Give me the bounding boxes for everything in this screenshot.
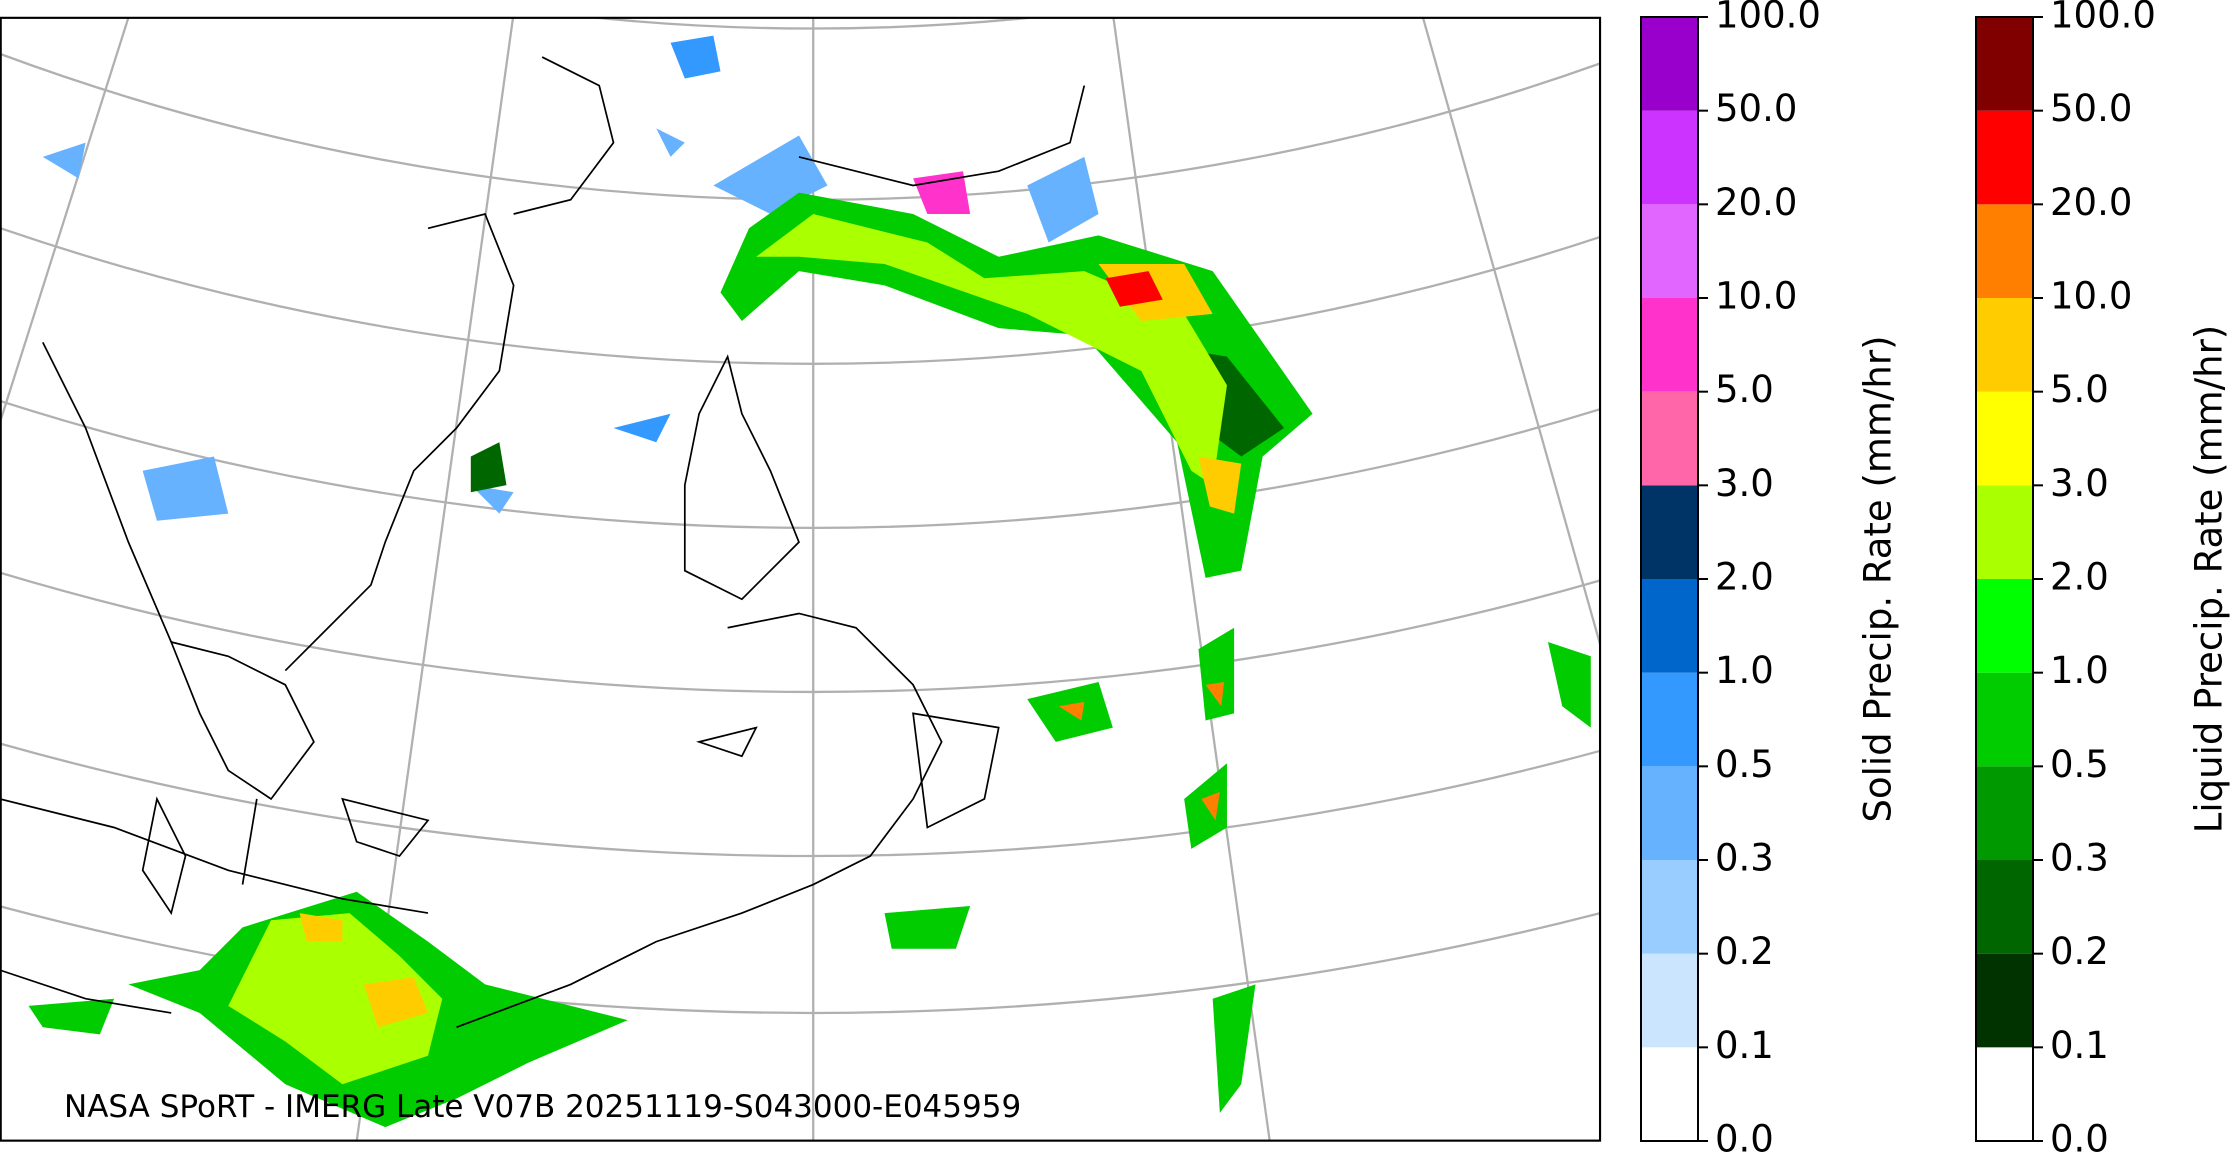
- colorbars: 0.0 0.1 0.2 0.3 0.5 1.0 2.0 3.0 5.0 10.0 20.0 50.0 1…: [1640, 0, 2231, 1161]
- colorbar-segment: [1976, 204, 2033, 298]
- tick-label: 2.0: [2050, 556, 2109, 599]
- colorbar-segment: [1641, 485, 1698, 579]
- colorbar-segment: [1641, 17, 1698, 111]
- tick-label: 0.3: [1715, 837, 1774, 880]
- tick-label: 0.2: [1715, 930, 1774, 973]
- tick-label: 0.0: [2050, 1118, 2109, 1161]
- colorbar-segment: [1641, 298, 1698, 392]
- tick-label: 100.0: [2050, 0, 2156, 37]
- colorbar-segment: [1976, 1047, 2033, 1141]
- tick-label: 3.0: [2050, 462, 2109, 505]
- tick-label: 0.5: [1715, 743, 1774, 786]
- colorbar-segment: [1641, 1047, 1698, 1141]
- tick-label: 50.0: [1715, 87, 1797, 130]
- tick-label: 10.0: [2050, 275, 2132, 318]
- colorbar-segment: [1976, 391, 2033, 486]
- tick-label: 1.0: [2050, 649, 2109, 692]
- tick-label: 5.0: [1715, 368, 1774, 411]
- colorbar-segment: [1976, 298, 2033, 392]
- tick-label: 0.0: [1715, 1118, 1774, 1161]
- tick-label: 0.1: [2050, 1024, 2109, 1067]
- colorbar-segment: [1976, 579, 2033, 673]
- colorbar-segment: [1976, 766, 2033, 860]
- tick-label: 0.3: [2050, 837, 2109, 880]
- tick-label: 0.1: [1715, 1024, 1774, 1067]
- colorbar-segment: [1641, 953, 1698, 1048]
- colorbar-segment: [1641, 391, 1698, 486]
- tick-label: 20.0: [2050, 181, 2132, 224]
- tick-label: 50.0: [2050, 87, 2132, 130]
- colorbar-segment: [1641, 204, 1698, 298]
- coastlines: [0, 56, 1086, 1029]
- colorbar-segment: [1641, 579, 1698, 673]
- precipitation: [28, 35, 1591, 1128]
- tick-label: 20.0: [1715, 181, 1797, 224]
- caption: NASA SPoRT - IMERG Late V07B 20251119-S0…: [64, 1089, 1021, 1125]
- tick-label: 3.0: [1715, 462, 1774, 505]
- tick-label: 1.0: [1715, 649, 1774, 692]
- colorbar-segment: [1976, 17, 2033, 111]
- colorbar-label: Solid Precip. Rate (mm/hr): [1857, 335, 1900, 822]
- colorbar-label: Liquid Precip. Rate (mm/hr): [2188, 325, 2231, 834]
- colorbar-segment: [1641, 110, 1698, 205]
- colorbar-segment: [1976, 860, 2033, 954]
- tick-label: 10.0: [1715, 275, 1797, 318]
- colorbar-segment: [1641, 766, 1698, 860]
- tick-label: 0.2: [2050, 930, 2109, 973]
- tick-label: 2.0: [1715, 556, 1774, 599]
- tick-label: 5.0: [2050, 368, 2109, 411]
- colorbar-segment: [1976, 953, 2033, 1048]
- colorbar-segment: [1976, 485, 2033, 579]
- colorbar-segment: [1976, 110, 2033, 205]
- map: [0, 16, 1602, 1142]
- colorbar-segment: [1641, 860, 1698, 954]
- colorbar-segment: [1641, 672, 1698, 767]
- colorbar-segment: [1976, 672, 2033, 767]
- tick-label: 0.5: [2050, 743, 2109, 786]
- tick-label: 100.0: [1715, 0, 1821, 37]
